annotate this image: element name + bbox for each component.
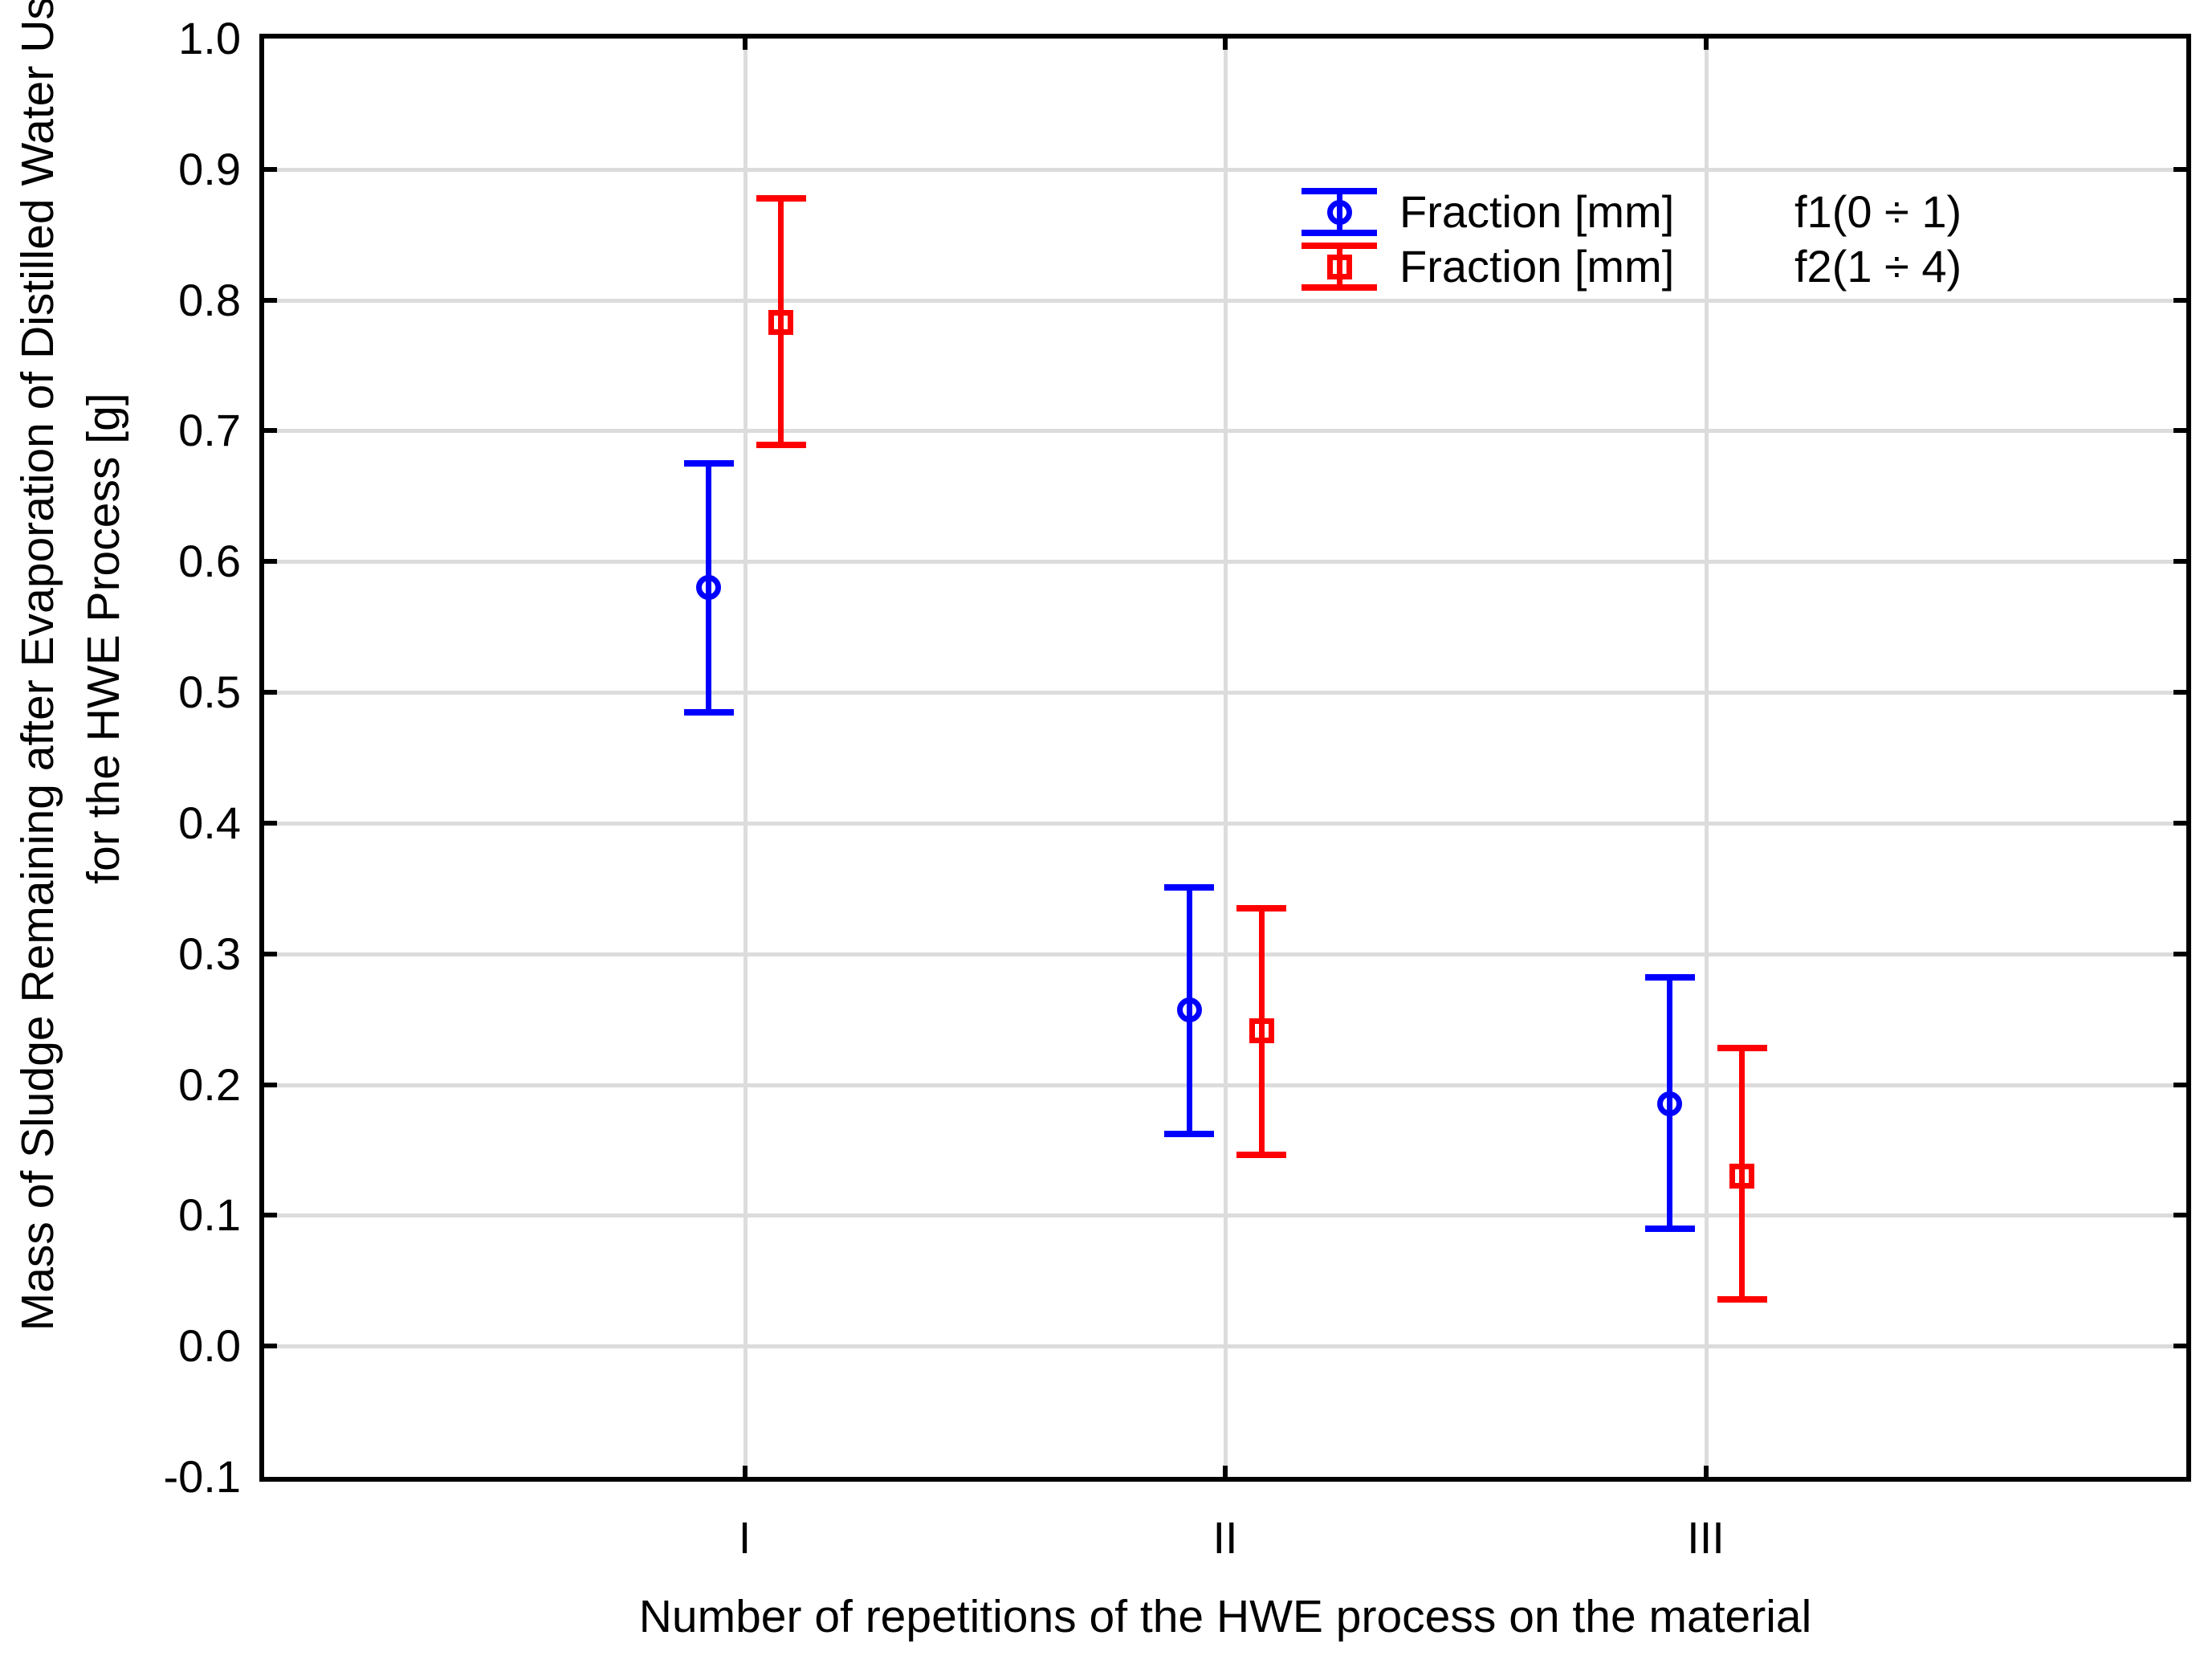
y-axis-tick xyxy=(264,428,277,434)
square-marker xyxy=(1249,1018,1274,1044)
y-tick-label: 0.6 xyxy=(178,536,241,587)
error-bar-cap-bottom xyxy=(1164,1131,1214,1138)
y-tick-label: 0.3 xyxy=(178,928,241,979)
x-tick-label: II xyxy=(1212,1512,1238,1563)
error-bar-cap-bottom xyxy=(1236,1152,1286,1159)
y-tick-label: 1.0 xyxy=(178,13,241,63)
x-axis-tick xyxy=(1223,1466,1228,1477)
square-marker xyxy=(1729,1164,1754,1189)
y-axis-tick xyxy=(264,297,277,303)
y-axis-tick xyxy=(2173,297,2186,303)
y-axis-tick xyxy=(264,559,277,565)
y-axis-tick xyxy=(2173,1082,2186,1087)
legend-series-code: f1(0 ÷ 1) xyxy=(1794,186,1962,237)
x-gridline xyxy=(1224,39,1228,1477)
legend-series-name: Fraction [mm] xyxy=(1399,186,1675,237)
y-axis-tick xyxy=(2173,559,2186,565)
y-axis-tick xyxy=(264,951,277,956)
errorbar-circle-legend-icon xyxy=(1302,188,1377,236)
x-axis-tick xyxy=(742,1466,748,1477)
y-tick-label: -0.1 xyxy=(163,1451,242,1502)
circle-marker xyxy=(696,575,721,601)
y-tick-label: 0.4 xyxy=(178,797,241,848)
error-bar-cap-top xyxy=(1164,883,1214,891)
plot-area: Fraction [mm] f1(0 ÷ 1) Fraction [mm] f2… xyxy=(259,34,2191,1482)
y-tick-label: 0.7 xyxy=(178,405,241,456)
error-bar-line xyxy=(778,198,784,446)
x-axis-title: Number of repetitions of the HWE process… xyxy=(638,1591,1812,1642)
errorbar-square-legend-icon xyxy=(1302,243,1377,291)
x-axis-tick xyxy=(742,39,748,50)
y-axis-tick xyxy=(264,690,277,695)
error-bar-cap-top xyxy=(1236,904,1286,912)
circle-marker xyxy=(1657,1091,1682,1117)
error-bar-cap-top xyxy=(1644,974,1695,981)
y-tick-label: 0.0 xyxy=(178,1320,241,1372)
x-gridline xyxy=(743,39,748,1477)
x-tick-label: III xyxy=(1687,1512,1725,1563)
error-bar-cap-bottom xyxy=(1717,1295,1767,1303)
error-bar-cap-bottom xyxy=(756,442,806,449)
x-gridline xyxy=(1704,39,1709,1477)
x-axis-tick xyxy=(1223,39,1228,50)
y-axis-tick xyxy=(2173,820,2186,826)
y-tick-label: 0.2 xyxy=(178,1058,241,1110)
x-tick-label: I xyxy=(738,1512,752,1563)
error-bar-line xyxy=(1739,1047,1745,1299)
y-axis-tick xyxy=(264,1213,277,1218)
y-tick-label: 0.9 xyxy=(178,143,241,194)
y-axis-tick xyxy=(264,1082,277,1087)
y-axis-tick xyxy=(264,1344,277,1349)
error-bar-line xyxy=(1258,907,1265,1156)
legend: Fraction [mm] f1(0 ÷ 1) Fraction [mm] f2… xyxy=(1302,186,2153,299)
y-axis-tick xyxy=(264,820,277,826)
error-bar-cap-top xyxy=(756,194,806,202)
y-axis-title: Mass of Sludge Remaining after Evaporati… xyxy=(5,0,136,1331)
y-tick-label: 0.1 xyxy=(178,1189,241,1241)
y-axis-tick xyxy=(264,166,277,172)
y-axis-tick xyxy=(2173,1213,2186,1218)
y-axis-tick xyxy=(2173,1344,2186,1349)
y-axis-tick xyxy=(2173,951,2186,956)
y-axis-title-line-2: for the HWE Process [g] xyxy=(78,393,129,884)
legend-row-f1: Fraction [mm] f1(0 ÷ 1) xyxy=(1302,186,2153,238)
legend-series-name: Fraction [mm] xyxy=(1399,241,1675,292)
y-axis-tick xyxy=(2173,690,2186,695)
x-axis-tick xyxy=(1703,1466,1709,1477)
error-bar-cap-bottom xyxy=(683,708,734,716)
square-marker xyxy=(768,309,793,335)
circle-marker xyxy=(1176,997,1202,1023)
error-bar-cap-bottom xyxy=(1644,1225,1695,1232)
legend-series-code: f2(1 ÷ 4) xyxy=(1794,241,1962,292)
error-bar-cap-top xyxy=(1717,1044,1767,1051)
y-tick-label: 0.8 xyxy=(178,274,241,325)
y-axis-tick xyxy=(2173,428,2186,434)
y-tick-label: 0.5 xyxy=(178,667,241,718)
y-axis-tick xyxy=(2173,166,2186,172)
x-axis-tick xyxy=(1703,39,1709,50)
error-bar-cap-top xyxy=(683,460,734,467)
legend-row-f2: Fraction [mm] f2(1 ÷ 4) xyxy=(1302,241,2153,292)
y-axis-title-line-1: Mass of Sludge Remaining after Evaporati… xyxy=(12,0,63,1332)
